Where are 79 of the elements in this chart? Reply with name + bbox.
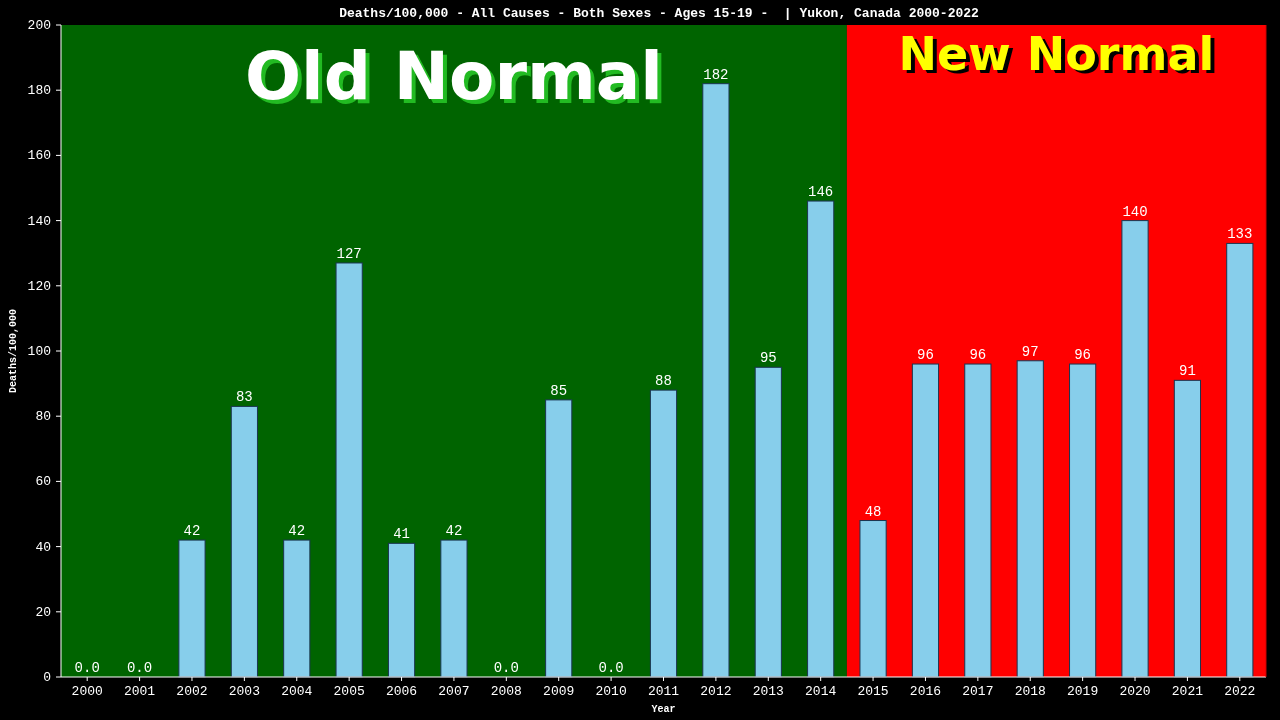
data-label: 182 bbox=[703, 66, 729, 83]
bar bbox=[702, 83, 730, 678]
data-label: 95 bbox=[759, 350, 777, 367]
x-tick-label: 2018 bbox=[1014, 684, 1046, 699]
bar bbox=[283, 539, 311, 678]
bar bbox=[1069, 363, 1097, 678]
x-tick-label: 2014 bbox=[805, 684, 837, 699]
x-tick-label: 2012 bbox=[700, 684, 732, 699]
y-tick-label: 40 bbox=[35, 539, 51, 555]
x-tick-label: 2013 bbox=[752, 684, 784, 699]
x-tick-label: 2011 bbox=[647, 684, 680, 699]
y-axis-title: Deaths/100,000 bbox=[8, 308, 19, 394]
x-tick-label: 2010 bbox=[595, 684, 627, 699]
data-label: 0.0 bbox=[126, 660, 153, 676]
y-tick-label: 60 bbox=[35, 474, 51, 490]
data-label: 42 bbox=[288, 523, 306, 540]
data-label: 96 bbox=[1074, 347, 1092, 364]
data-label: 0.0 bbox=[74, 660, 100, 676]
data-label: 96 bbox=[917, 347, 934, 364]
bar bbox=[911, 363, 940, 678]
y-tick-label: 140 bbox=[27, 213, 51, 229]
bar bbox=[545, 399, 573, 678]
x-tick-label: 2002 bbox=[176, 684, 208, 699]
bar bbox=[859, 520, 887, 678]
bar bbox=[1173, 379, 1202, 678]
x-tick-label: 2005 bbox=[333, 684, 365, 699]
data-label: 48 bbox=[864, 503, 882, 520]
bar bbox=[1121, 220, 1149, 678]
data-label: 0.0 bbox=[598, 660, 624, 676]
x-tick-label: 2007 bbox=[438, 684, 470, 699]
y-tick-label: 80 bbox=[35, 409, 51, 425]
data-label: 127 bbox=[336, 245, 362, 262]
data-label: 91 bbox=[1179, 363, 1196, 380]
data-label: 42 bbox=[445, 523, 463, 540]
x-tick-label: 2008 bbox=[490, 684, 522, 699]
data-label: 146 bbox=[808, 184, 834, 201]
data-label: 140 bbox=[1122, 203, 1148, 220]
bar bbox=[1226, 242, 1254, 678]
y-tick-label: 0 bbox=[43, 670, 51, 685]
x-tick-label: 2021 bbox=[1171, 684, 1204, 699]
data-label: 133 bbox=[1227, 226, 1253, 243]
x-tick-label: 2006 bbox=[385, 684, 418, 699]
x-tick-label: 2000 bbox=[71, 684, 103, 699]
bar bbox=[335, 262, 363, 678]
data-label: 41 bbox=[393, 526, 410, 543]
x-axis-title: Year bbox=[651, 704, 676, 715]
y-tick-label: 200 bbox=[27, 18, 51, 33]
bar bbox=[964, 363, 992, 678]
bar bbox=[1016, 360, 1044, 678]
chart-title: Deaths/100,000 - All Causes - Both Sexes - Ages 15-19 - | Yukon, Canada 2000-2022 bbox=[339, 6, 980, 21]
data-label: 42 bbox=[183, 523, 201, 540]
y-tick-label: 160 bbox=[27, 148, 51, 164]
x-tick-label: 2004 bbox=[281, 684, 313, 699]
x-tick-label: 2015 bbox=[857, 684, 889, 699]
x-tick-label: 2019 bbox=[1067, 684, 1099, 699]
bar bbox=[440, 539, 468, 678]
data-label: 83 bbox=[235, 389, 253, 406]
bar bbox=[807, 200, 835, 678]
data-label: 96 bbox=[969, 347, 987, 364]
bar bbox=[178, 539, 206, 678]
data-label: 97 bbox=[1021, 343, 1039, 360]
x-tick-label: 2022 bbox=[1224, 684, 1256, 699]
bar bbox=[230, 405, 258, 678]
bar bbox=[754, 366, 782, 678]
y-tick-label: 120 bbox=[27, 278, 51, 294]
x-tick-label: 2001 bbox=[123, 684, 156, 699]
x-tick-label: 2020 bbox=[1119, 684, 1151, 699]
data-label: 85 bbox=[550, 382, 568, 399]
y-tick-label: 100 bbox=[27, 344, 51, 359]
y-tick-label: 20 bbox=[35, 604, 51, 620]
bar bbox=[649, 389, 678, 678]
x-tick-label: 2016 bbox=[909, 684, 942, 699]
x-tick-label: 2009 bbox=[543, 684, 575, 699]
data-label: 88 bbox=[655, 373, 672, 390]
data-label: 0.0 bbox=[493, 660, 519, 676]
x-tick-label: 2017 bbox=[962, 684, 994, 699]
bar bbox=[387, 542, 416, 678]
x-tick-label: 2003 bbox=[228, 684, 260, 699]
y-tick-label: 180 bbox=[27, 83, 51, 99]
